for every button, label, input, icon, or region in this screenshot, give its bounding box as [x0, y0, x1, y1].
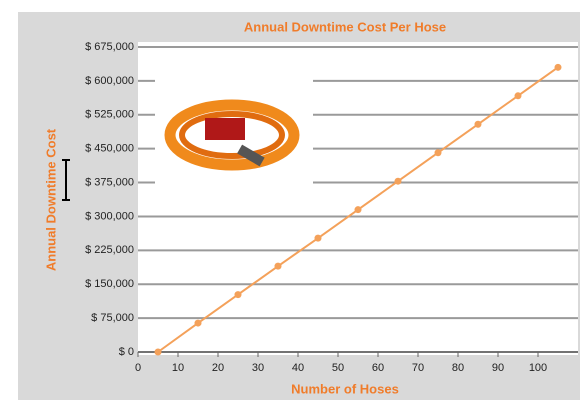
data-point — [554, 63, 562, 71]
x-tick-label: 90 — [492, 362, 504, 374]
x-tick-label: 40 — [292, 362, 304, 374]
y-tick-label: $ 375,000 — [85, 176, 134, 188]
x-tick-label: 0 — [135, 362, 141, 374]
y-tick-label: $ 600,000 — [85, 75, 134, 87]
fitting — [205, 118, 245, 140]
y-tick-label: $ 300,000 — [85, 210, 134, 222]
data-point — [274, 262, 282, 270]
data-point — [234, 291, 242, 299]
chart-title: Annual Downtime Cost Per Hose — [244, 19, 446, 34]
data-point — [154, 348, 162, 356]
connector — [237, 144, 265, 167]
x-tick-label: 60 — [372, 362, 384, 374]
data-point — [394, 177, 402, 185]
x-tick-label: 10 — [172, 362, 184, 374]
data-point — [354, 206, 362, 214]
data-point — [314, 234, 322, 242]
hose — [179, 111, 285, 159]
y-tick-label: $ 450,000 — [85, 143, 134, 155]
x-tick-label: 100 — [529, 362, 547, 374]
data-point — [474, 120, 482, 128]
hose — [164, 99, 300, 171]
data-point — [194, 319, 202, 327]
data-point — [434, 149, 442, 157]
x-tick-label: 30 — [252, 362, 264, 374]
x-tick-label: 20 — [212, 362, 224, 374]
y-axis-title: Annual Downtime Cost — [43, 128, 58, 271]
y-tick-label: $ 225,000 — [85, 244, 134, 256]
y-tick-label: $ 675,000 — [85, 41, 134, 53]
x-axis-title: Number of Hoses — [291, 381, 399, 396]
x-tick-label: 80 — [452, 362, 464, 374]
x-tick-label: 70 — [412, 362, 424, 374]
x-tick-label: 50 — [332, 362, 344, 374]
y-tick-label: $ 75,000 — [91, 312, 134, 324]
data-point — [514, 92, 522, 100]
y-tick-label: $ 0 — [119, 346, 134, 358]
y-tick-label: $ 525,000 — [85, 109, 134, 121]
grid — [137, 46, 578, 357]
y-tick-label: $ 150,000 — [85, 278, 134, 290]
plot — [154, 63, 562, 356]
product-image — [155, 68, 313, 190]
cursor — [62, 159, 70, 201]
